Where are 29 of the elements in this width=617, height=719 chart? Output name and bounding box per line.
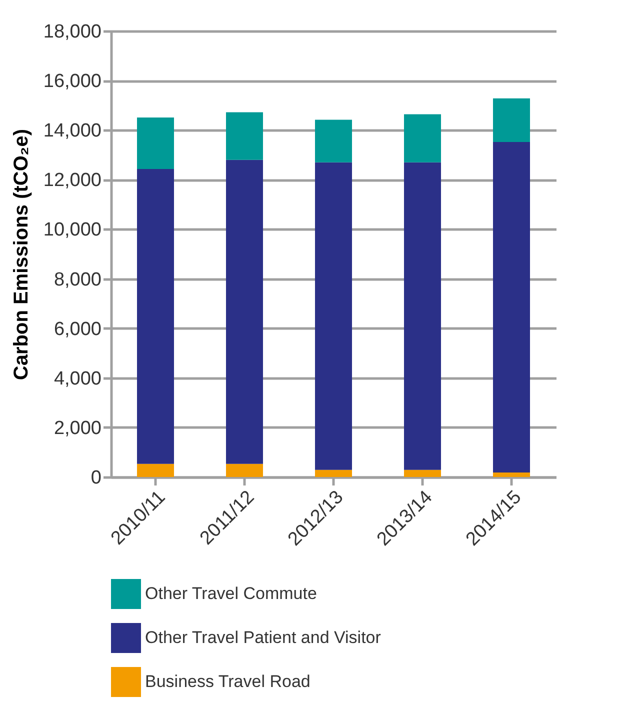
bar — [226, 464, 263, 477]
bar — [493, 472, 530, 477]
legend-label: Business Travel Road — [145, 672, 310, 691]
y-tick-label: 16,000 — [43, 71, 102, 92]
y-tick-label: 0 — [90, 468, 102, 488]
y-tick-label: 10,000 — [43, 220, 102, 241]
y-tick-label: 2,000 — [54, 418, 102, 439]
y-tick-label: 8,000 — [54, 269, 102, 290]
y-tick-label: 6,000 — [54, 318, 102, 340]
bar — [315, 470, 352, 477]
y-tick-label: 12,000 — [43, 170, 102, 192]
legend-label: Other Travel Commute — [145, 584, 317, 603]
bar — [137, 464, 174, 477]
y-tick-label: 4,000 — [54, 368, 102, 390]
legend-label: Other Travel Patient and Visitor — [145, 628, 382, 647]
bar — [493, 142, 530, 473]
y-tick-label: 14,000 — [43, 120, 102, 142]
bar — [404, 114, 441, 162]
bar — [315, 162, 352, 470]
y-axis-title: Carbon Emissions (tCO₂e) — [10, 128, 32, 380]
bar — [315, 120, 352, 162]
bar — [404, 470, 441, 477]
bar — [137, 169, 174, 464]
bar — [226, 160, 263, 464]
bar — [493, 98, 530, 142]
bar — [137, 117, 174, 170]
y-tick-label: 18,000 — [43, 22, 102, 42]
bar — [226, 112, 263, 160]
bar — [404, 162, 441, 470]
